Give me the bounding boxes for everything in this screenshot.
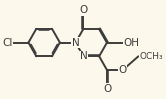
Text: O: O	[119, 65, 127, 75]
Text: O: O	[103, 84, 111, 94]
Text: O: O	[79, 5, 87, 15]
Text: OCH₃: OCH₃	[139, 52, 163, 61]
Text: N: N	[80, 51, 87, 61]
Text: N: N	[72, 38, 80, 48]
Text: OH: OH	[124, 38, 140, 48]
Text: Cl: Cl	[2, 38, 13, 48]
